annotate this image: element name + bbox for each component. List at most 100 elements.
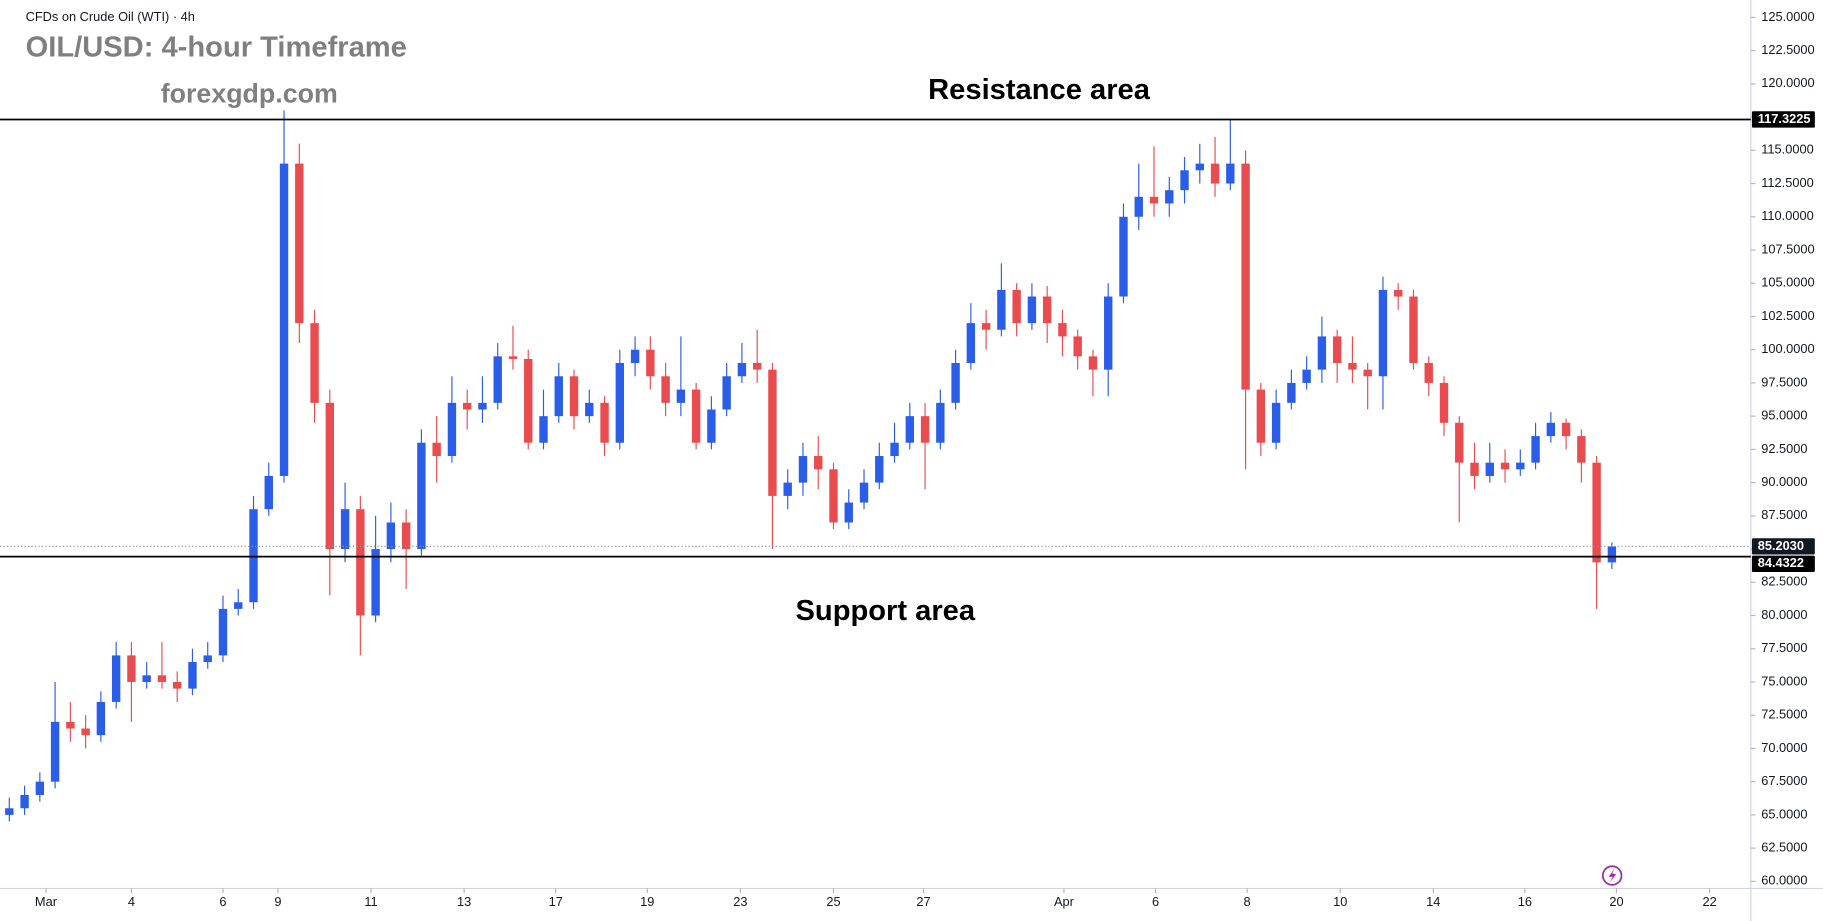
candle-body	[691, 389, 701, 443]
candle-body	[600, 402, 609, 443]
last-price-box	[1751, 538, 1815, 555]
candle-body	[554, 376, 563, 417]
candle-body	[1332, 336, 1342, 363]
candle-body	[401, 522, 411, 550]
candle-body	[1134, 196, 1143, 217]
y-tick-label: 125.0000	[1761, 9, 1814, 24]
y-tick-label: 60.0000	[1761, 873, 1807, 888]
x-tick-label: 10	[1333, 894, 1347, 909]
candle-body	[798, 456, 808, 483]
candle-body	[66, 721, 75, 729]
candle-body	[524, 359, 533, 443]
candle-body	[585, 402, 594, 417]
candle-body	[1516, 462, 1525, 470]
candle-body	[1561, 422, 1571, 437]
candle-body	[859, 482, 869, 503]
candle-body	[569, 376, 579, 417]
candle-body	[1439, 382, 1449, 423]
candle-body	[1256, 389, 1266, 443]
level-price-box	[1751, 555, 1815, 572]
candle-body	[447, 402, 457, 457]
candle-body	[1165, 190, 1174, 204]
candle-body	[417, 442, 426, 550]
candle-body	[539, 416, 548, 443]
y-tick-label: 67.5000	[1761, 773, 1807, 788]
candle-body	[997, 289, 1006, 330]
x-tick-label: 20	[1609, 894, 1623, 909]
y-tick-label: 65.0000	[1761, 806, 1807, 821]
candle-body	[1485, 462, 1494, 476]
x-tick-label: 8	[1244, 894, 1251, 909]
x-tick-label: 14	[1426, 894, 1440, 909]
candle-body	[1226, 163, 1235, 184]
candle-body	[1455, 422, 1464, 463]
candle-body	[1348, 362, 1357, 370]
y-tick-label: 115.0000	[1761, 142, 1813, 157]
candle-body	[1210, 163, 1220, 184]
y-tick-label: 112.5000	[1761, 175, 1813, 190]
x-tick-label: 22	[1702, 894, 1716, 909]
y-tick-label: 80.0000	[1761, 607, 1807, 622]
x-tick-label: 4	[128, 894, 135, 909]
candle-body	[96, 701, 106, 736]
y-tick-label: 90.0000	[1761, 474, 1807, 489]
candle-body	[234, 602, 243, 609]
candle-body	[722, 376, 731, 410]
candle-body	[462, 402, 472, 410]
y-tick-label: 87.5000	[1761, 507, 1807, 522]
x-tick-label: 23	[733, 894, 747, 909]
candle-body	[1027, 296, 1037, 324]
alert-bolt	[1608, 868, 1617, 883]
candle-body	[1394, 289, 1403, 297]
y-tick-label: 110.0000	[1761, 208, 1813, 223]
candle-body	[1149, 196, 1159, 204]
y-tick-label: 92.5000	[1761, 441, 1807, 456]
y-tick-label: 107.5000	[1761, 241, 1814, 256]
last-price-label: 85.2030	[1758, 538, 1804, 553]
candle-body	[386, 522, 396, 550]
candle-body	[310, 323, 319, 403]
candle-body	[279, 163, 289, 476]
candle-body	[1424, 362, 1433, 383]
candle-body	[432, 442, 441, 457]
y-tick-label: 95.0000	[1761, 408, 1807, 423]
candle-body	[981, 323, 991, 330]
x-tick-label: 9	[274, 894, 281, 909]
candle-body	[50, 721, 60, 782]
candle-body	[1607, 546, 1617, 563]
candle-body	[1577, 436, 1586, 463]
candle-body	[905, 416, 915, 443]
x-tick-label: 27	[916, 894, 930, 909]
candle-body	[325, 402, 335, 550]
candle-body	[1317, 336, 1327, 370]
candle-body	[1042, 296, 1052, 324]
candle-body	[1104, 296, 1113, 370]
chart-subtitle: forexgdp.com	[161, 79, 338, 109]
candle-body	[936, 402, 945, 443]
candle-body	[340, 509, 350, 550]
level-price-label: 117.3225	[1758, 111, 1811, 126]
candle-body	[35, 781, 45, 795]
source-label: CFDs on Crude Oil (WTI) · 4h	[26, 9, 195, 24]
y-tick-label: 122.5000	[1761, 42, 1814, 57]
candle-body	[1287, 382, 1296, 403]
x-tick-label: 11	[364, 894, 377, 909]
chart-title: OIL/USD: 4-hour Timeframe	[26, 32, 407, 64]
alert-icon[interactable]	[1601, 865, 1623, 886]
candle-body	[264, 475, 273, 510]
candle-body	[127, 655, 136, 682]
candle-body	[875, 456, 884, 483]
x-tick-label: 6	[1152, 894, 1159, 909]
alert-circle	[1601, 865, 1623, 886]
candle-body	[1119, 216, 1128, 297]
x-tick-label: 19	[640, 894, 654, 909]
candle-body	[1012, 289, 1021, 324]
candle-body	[966, 323, 976, 363]
candle-body	[508, 356, 518, 360]
candle-body	[1378, 289, 1388, 377]
candle-body	[356, 509, 365, 616]
candle-body	[1363, 369, 1372, 377]
candle-body	[661, 376, 670, 403]
